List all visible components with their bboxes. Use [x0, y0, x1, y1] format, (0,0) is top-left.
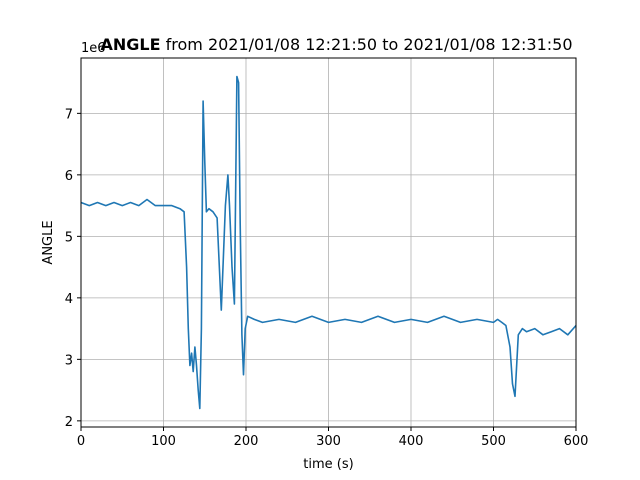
grid-lines [80, 58, 577, 427]
y-tick-label-2: 4 [65, 292, 73, 307]
chart-title-bold: ANGLE [101, 35, 161, 54]
x-axis-label: time (s) [303, 457, 353, 472]
chart-title-rest: from 2021/01/08 12:21:50 to 2021/01/08 1… [161, 35, 573, 54]
y-tick-label-5: 7 [65, 107, 73, 122]
x-tick-label-2: 200 [234, 434, 259, 449]
y-tick-label-4: 6 [65, 169, 73, 184]
y-tick-label-0: 2 [65, 415, 73, 430]
x-tick-label-4: 400 [399, 434, 424, 449]
y-axis-label: ANGLE [41, 220, 56, 264]
x-tick-label-6: 600 [564, 434, 589, 449]
y-tick-label-3: 5 [65, 230, 73, 245]
y-axis-offset-label: 1e6 [81, 41, 106, 56]
x-tick-label-3: 300 [316, 434, 341, 449]
x-tick-label-1: 100 [151, 434, 176, 449]
y-tick-label-1: 3 [65, 353, 73, 368]
series-line-0 [80, 75, 577, 410]
x-tick-label-0: 0 [77, 434, 85, 449]
tick-marks [77, 112, 577, 431]
chart-title: ANGLE from 2021/01/08 12:21:50 to 2021/0… [101, 35, 573, 54]
x-tick-label-5: 500 [481, 434, 506, 449]
series-layer [80, 75, 577, 410]
